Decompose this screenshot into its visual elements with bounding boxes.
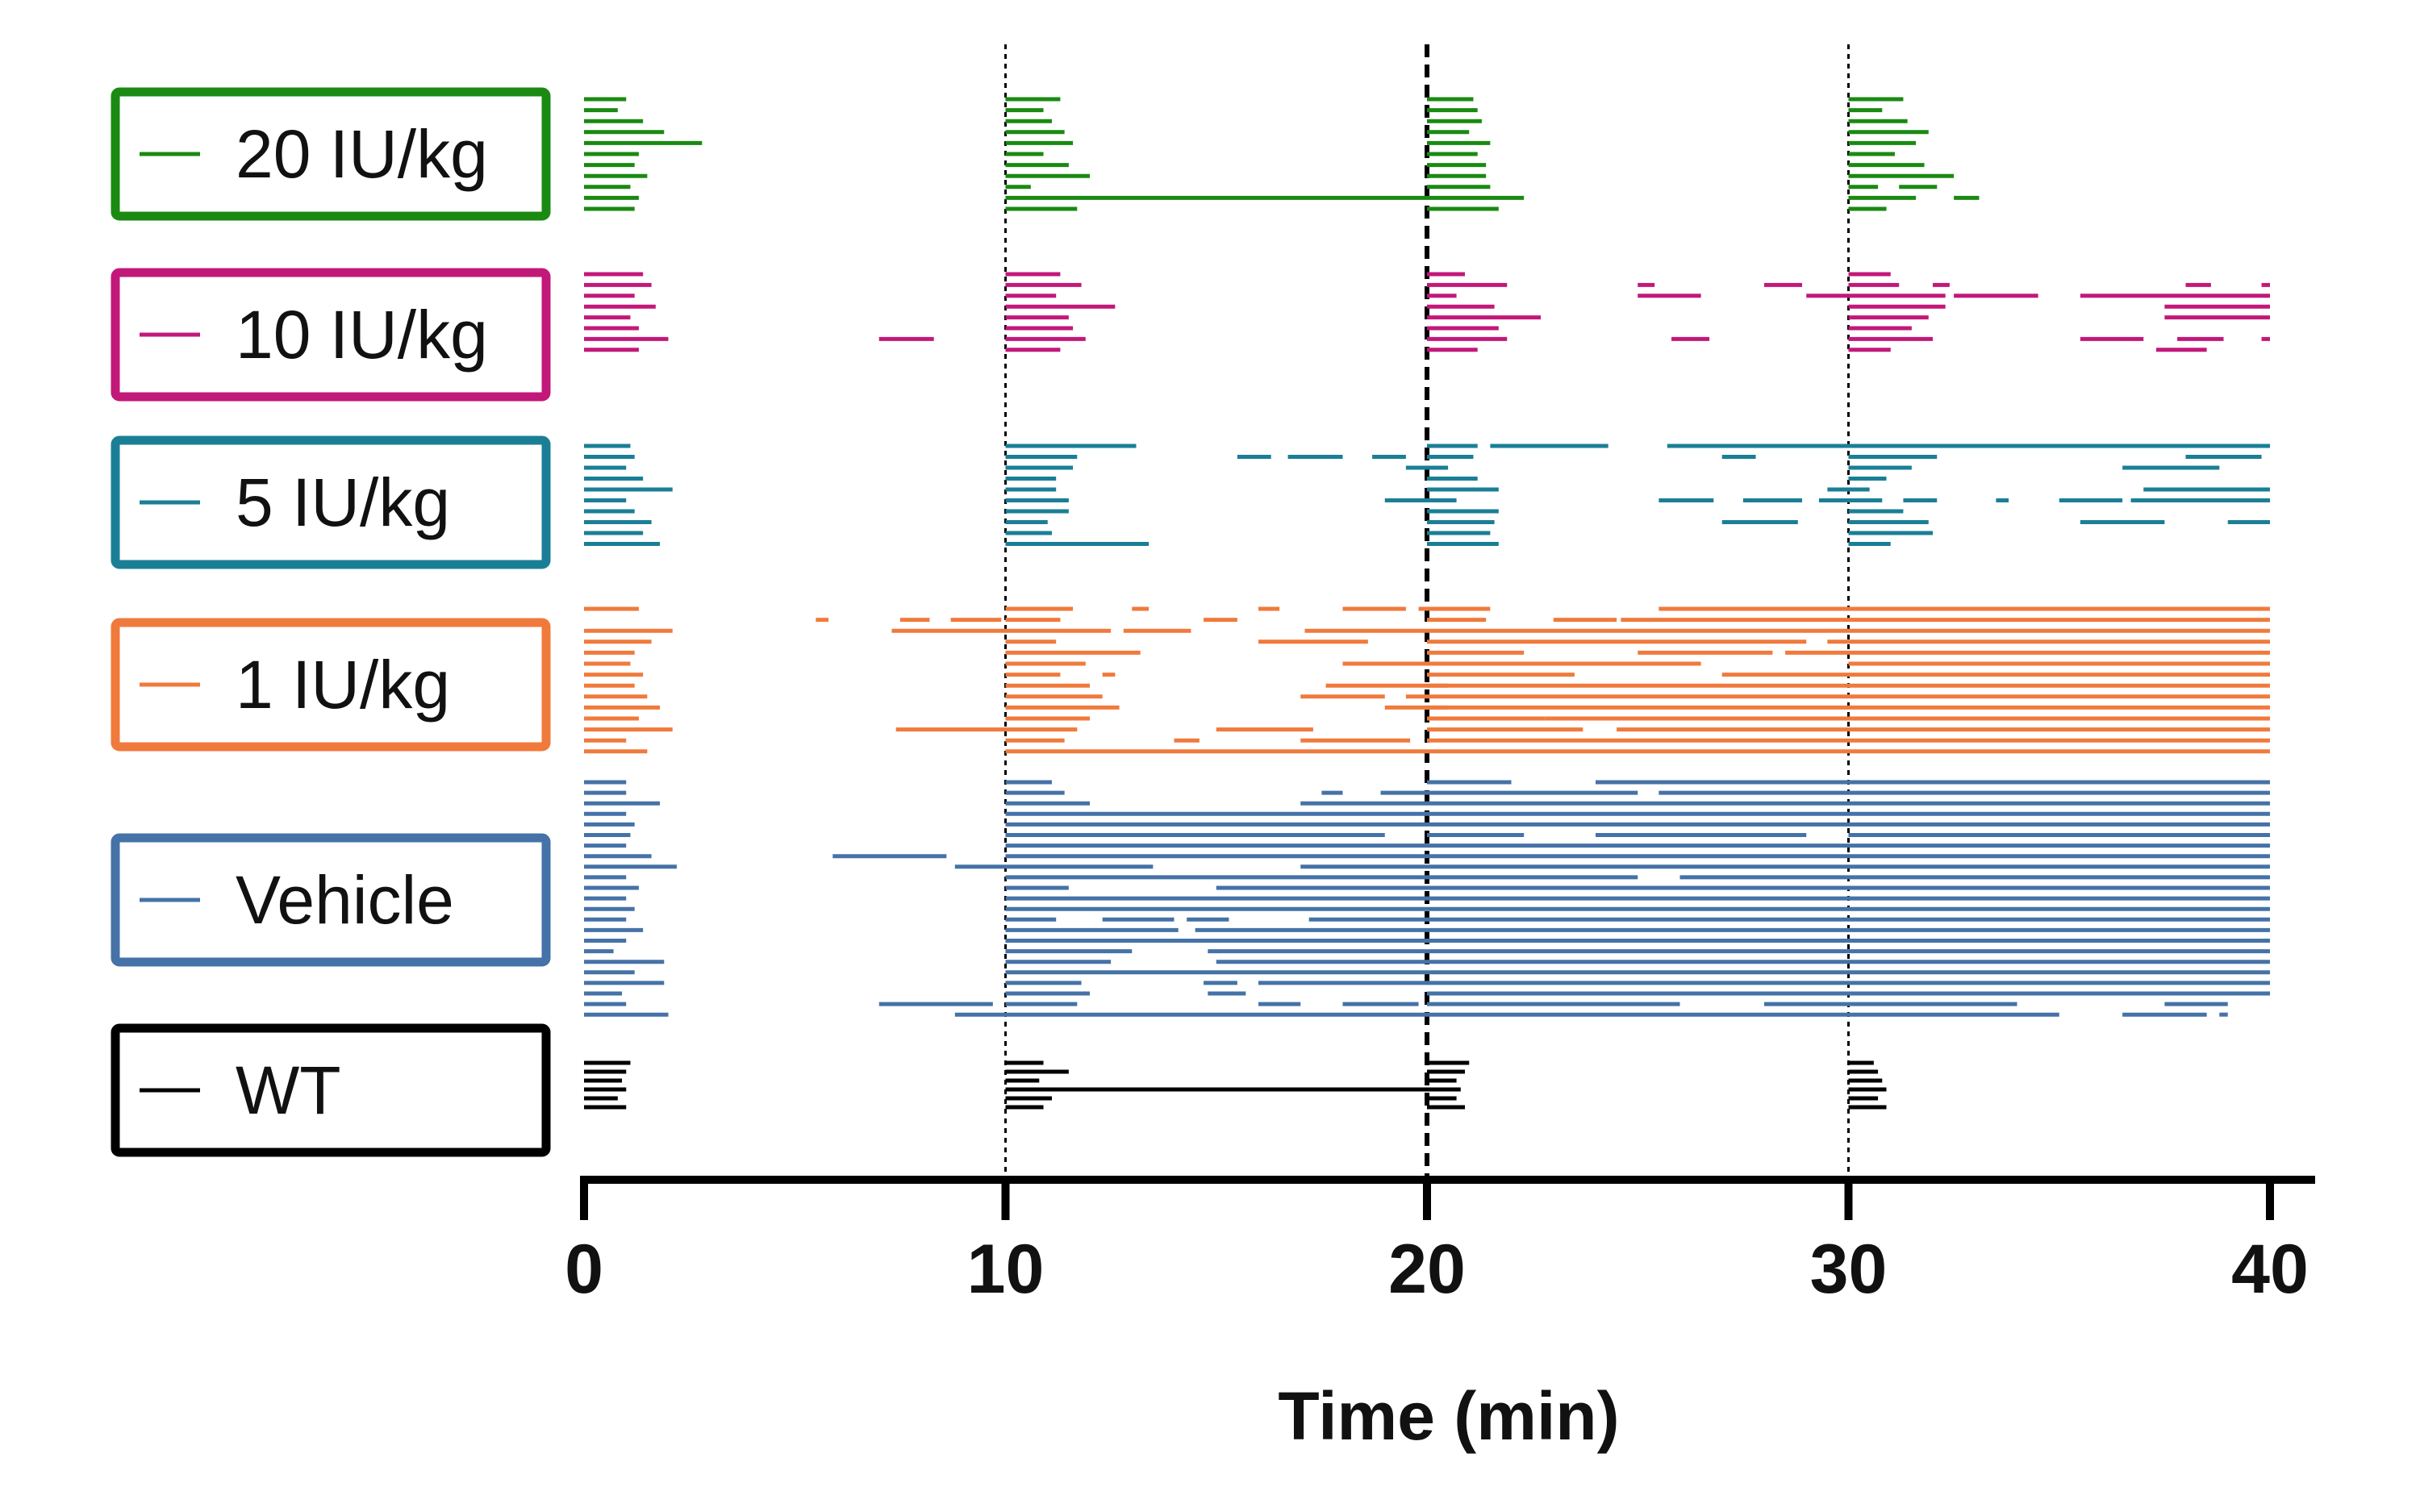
raster-group: [584, 1060, 1887, 1110]
legend-label: 5 IU/kg: [236, 464, 450, 540]
legend-box: [111, 618, 551, 752]
legend-box: [111, 87, 551, 221]
legend-entry: 20 IU/kg: [111, 87, 551, 221]
legend-entry: 10 IU/kg: [111, 268, 551, 402]
legend-entry: WT: [111, 1023, 551, 1157]
raster-group: [584, 272, 2270, 352]
legend-label: WT: [236, 1052, 341, 1128]
legend-label: Vehicle: [236, 862, 454, 938]
x-tick-label: 20: [1388, 1231, 1466, 1308]
x-tick-label: 40: [2231, 1231, 2309, 1308]
legend-box: [111, 435, 551, 569]
x-tick-label: 10: [967, 1231, 1045, 1308]
legend-box: [111, 268, 551, 402]
legend-label: 20 IU/kg: [236, 116, 488, 192]
raster-group: [584, 780, 2270, 1017]
raster-group: [584, 97, 1980, 211]
raster-group: [584, 444, 2270, 546]
legend-box: [111, 833, 551, 967]
raster-plot-area: [584, 97, 2270, 1110]
x-tick-label: 0: [565, 1231, 603, 1308]
legend-entry: 5 IU/kg: [111, 435, 551, 569]
legend-box: [111, 1023, 551, 1157]
legend: 20 IU/kg 10 IU/kg 5 IU/kg 1 IU/kg Vehicle WT: [111, 87, 551, 1157]
x-axis-title: Time (min): [1278, 1378, 1619, 1454]
legend-label: 1 IU/kg: [236, 647, 450, 723]
legend-label: 10 IU/kg: [236, 297, 488, 373]
x-axis: 0 10 20 30 40: [565, 1176, 2315, 1308]
legend-entry: 1 IU/kg: [111, 618, 551, 752]
raster-group: [584, 606, 2270, 754]
legend-entry: Vehicle: [111, 833, 551, 967]
x-tick-label: 30: [1810, 1231, 1888, 1308]
